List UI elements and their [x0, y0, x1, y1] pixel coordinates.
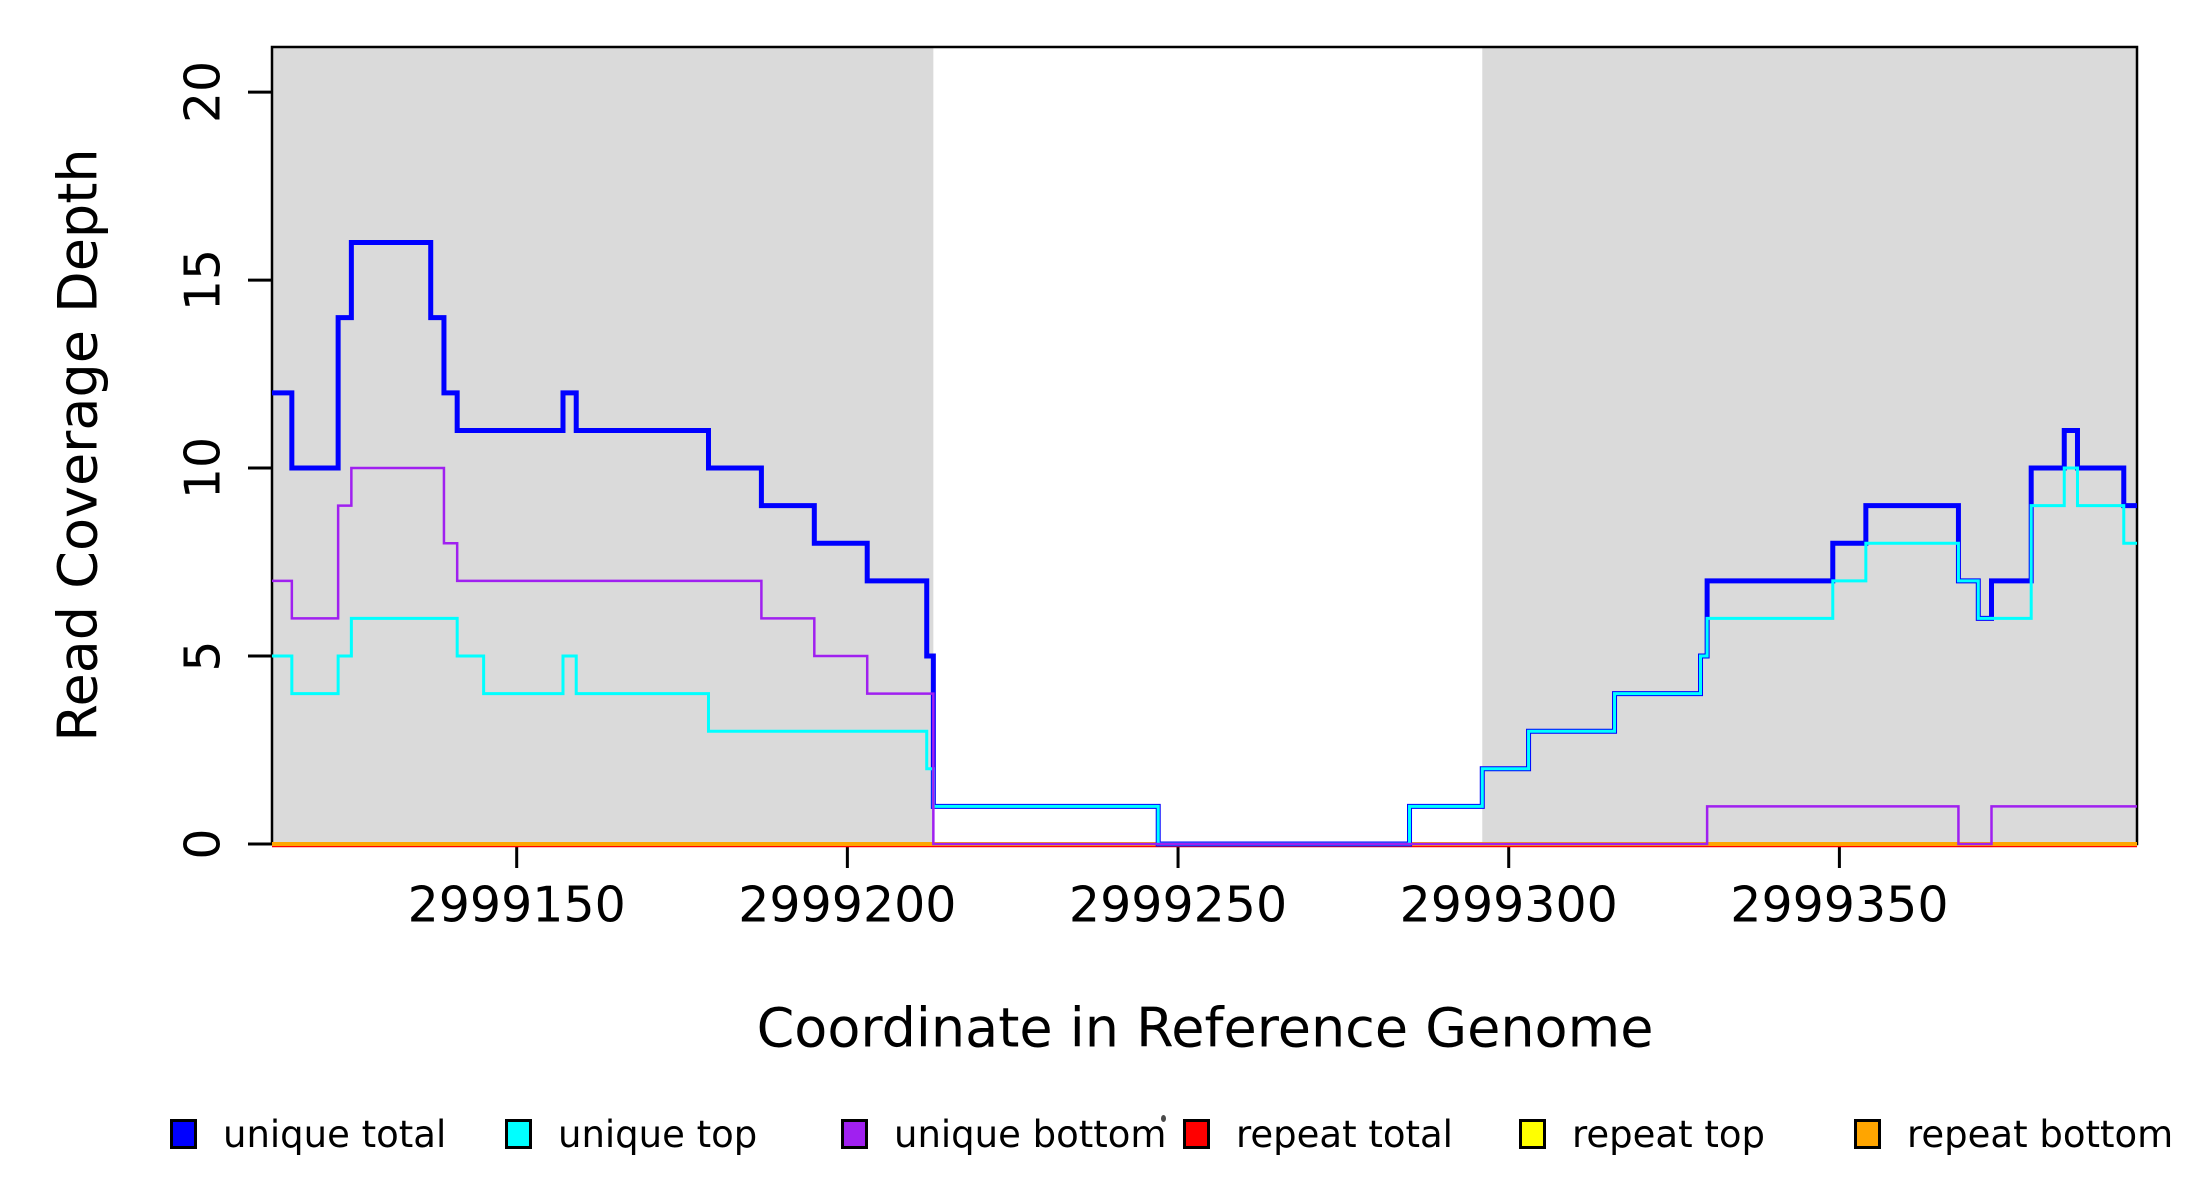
x-tick-label: 2999300: [1399, 876, 1618, 934]
legend-item-unique-total: unique total: [170, 1108, 446, 1160]
legend-swatch-unique-total-icon: [170, 1119, 197, 1149]
legend-item-unique-top: unique top: [505, 1108, 757, 1160]
y-tick-label: 10: [174, 436, 232, 500]
x-tick-label: 2999350: [1730, 876, 1949, 934]
legend-swatch-repeat-total-icon: [1183, 1119, 1210, 1149]
stray-mark: [1161, 1115, 1166, 1122]
x-axis-title: Coordinate in Reference Genome: [756, 996, 1654, 1060]
legend-swatch-unique-bottom-icon: [841, 1119, 868, 1149]
legend-item-label: repeat total: [1236, 1112, 1453, 1156]
legend-swatch-unique-top-icon: [505, 1119, 532, 1149]
legend-item-repeat-top: repeat top: [1519, 1108, 1765, 1160]
legend-item-label: unique top: [558, 1112, 758, 1156]
x-tick-label: 2999150: [407, 876, 626, 934]
y-axis-title: Read Coverage Depth: [46, 148, 110, 742]
legend-item-repeat-total: repeat total: [1183, 1108, 1453, 1160]
x-tick-label: 2999250: [1068, 876, 1288, 934]
legend-swatch-repeat-top-icon: [1519, 1119, 1546, 1149]
x-tick-label: 2999200: [738, 876, 957, 934]
y-tick-label: 5: [174, 640, 232, 672]
legend-item-label: unique bottom: [894, 1112, 1167, 1156]
legend-item-label: unique total: [223, 1112, 447, 1156]
legend-swatch-repeat-bottom-icon: [1854, 1119, 1881, 1149]
legend-item-label: repeat top: [1572, 1112, 1765, 1156]
y-tick-label: 0: [174, 828, 232, 860]
legend-item-label: repeat bottom: [1907, 1112, 2174, 1156]
legend-item-repeat-bottom: repeat bottom: [1854, 1108, 2173, 1160]
y-tick-label: 15: [174, 248, 232, 312]
legend: unique total unique top unique bottom re…: [0, 1108, 2200, 1168]
legend-item-unique-bottom: unique bottom: [841, 1108, 1166, 1160]
y-tick-label: 20: [174, 60, 232, 124]
